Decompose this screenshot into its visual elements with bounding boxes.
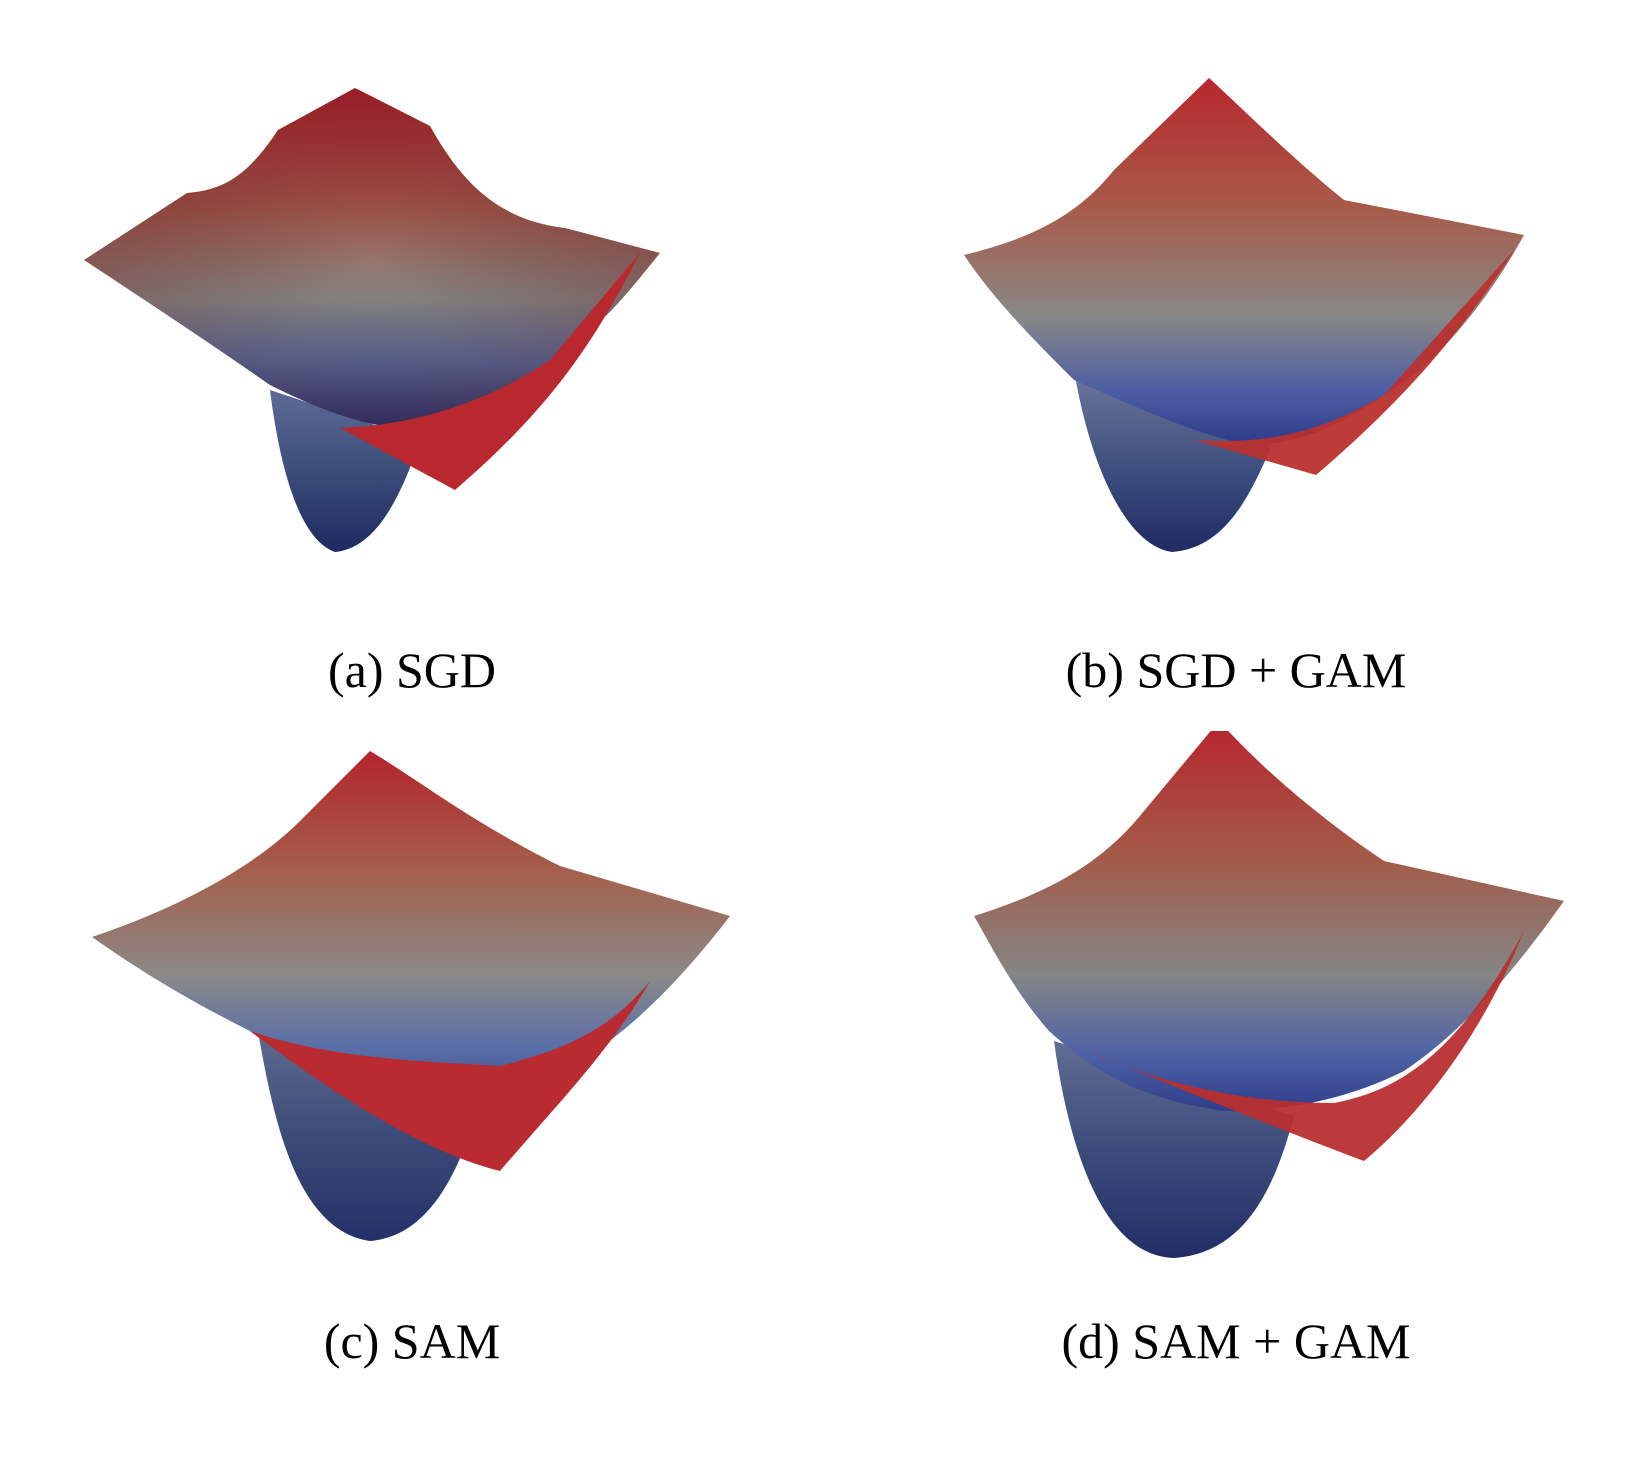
surface-flap xyxy=(1084,931,1524,1161)
panel-sam: (c) SAM xyxy=(0,731,824,1462)
panel-sgd-gam: (b) SGD + GAM xyxy=(824,0,1648,731)
caption-sgd: (a) SGD xyxy=(327,642,497,698)
surface-flap xyxy=(250,981,650,1171)
caption-sam-gam: (d) SAM + GAM xyxy=(1061,1313,1411,1369)
surface-well xyxy=(1054,1041,1294,1258)
panel-sgd: (a) SGD xyxy=(0,0,824,731)
panel-sam-gam: (d) SAM + GAM xyxy=(824,731,1648,1462)
surface-well xyxy=(1074,370,1274,552)
surface-sheet xyxy=(92,751,730,1098)
loss-landscape-surface-sgd xyxy=(84,88,660,552)
caption-sgd-gam: (b) SGD + GAM xyxy=(1065,642,1407,698)
surface-sheet xyxy=(964,78,1524,445)
surface-flap xyxy=(340,253,640,490)
surface-sheet xyxy=(974,731,1564,1111)
loss-landscape-surface-sam-gam xyxy=(974,731,1564,1258)
surface-flap xyxy=(1194,250,1514,475)
caption-sam: (c) SAM xyxy=(323,1313,501,1369)
loss-landscape-surface-sam xyxy=(92,751,730,1241)
loss-landscape-surface-sgd-gam xyxy=(964,78,1524,552)
